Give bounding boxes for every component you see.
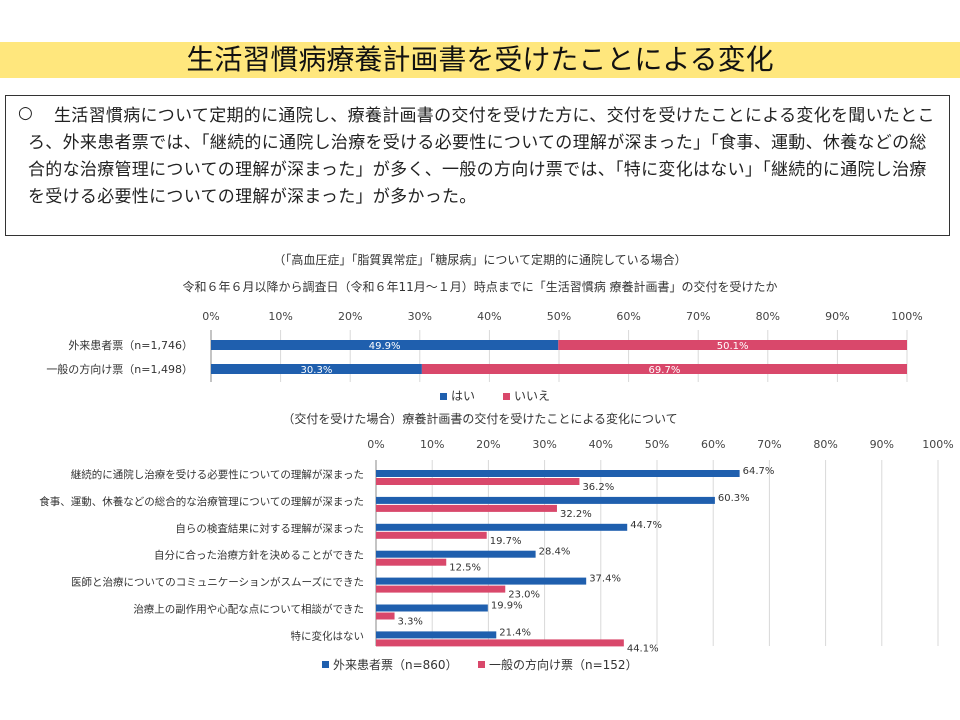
chart-2-tick-label: 30%	[532, 438, 556, 451]
chart-2-bar	[376, 504, 557, 512]
chart-2-tick-label: 50%	[645, 438, 669, 451]
chart-2-legend-swatch	[478, 661, 485, 668]
chart-2-data-label: 64.7%	[743, 466, 775, 477]
chart-2-data-label: 19.9%	[491, 601, 523, 612]
chart-2-category-label: 治療上の副作用や心配な点について相談ができた	[133, 603, 364, 616]
chart-1-legend-label: はい	[451, 389, 475, 403]
chart-2-legend-label: 外来患者票（n=860）	[333, 658, 458, 672]
chart-2-bar	[376, 631, 497, 639]
chart-2-bar	[376, 639, 624, 647]
chart-1-tick-label: 90%	[825, 310, 849, 323]
chart-2-tick-label: 60%	[701, 438, 725, 451]
chart-2-data-label: 3.3%	[398, 617, 423, 628]
chart-2-tick-label: 10%	[420, 438, 444, 451]
chart-1-tick-label: 30%	[408, 310, 432, 323]
chart-1-legend-label: いいえ	[514, 389, 550, 403]
summary-text: 生活習慣病について定期的に通院し、療養計画書の交付を受けた方に、交付を受けたこと…	[28, 106, 935, 207]
chart-2-data-label: 28.4%	[539, 547, 571, 558]
chart-2-tick-label: 90%	[870, 438, 894, 451]
chart-1-subtitle: （「高血圧症」「脂質異常症」「糖尿病」について定期的に通院している場合）	[273, 252, 686, 267]
chart-2-bar	[376, 585, 506, 593]
chart-1-bar	[211, 340, 559, 350]
chart-1-tick-label: 40%	[477, 310, 501, 323]
chart-2-bar	[376, 577, 587, 585]
chart-2-grouped: （交付を受けた場合）療養計画書の交付を受けたことによる変化について 0% 10% 20…	[39, 411, 953, 672]
chart-2-data-label: 37.4%	[589, 574, 621, 585]
chart-2-tick-label: 80%	[813, 438, 837, 451]
chart-2-category-label: 継続的に通院し治療を受ける必要性についての理解が深まった	[71, 468, 364, 481]
chart-2-bar	[376, 604, 488, 612]
chart-1-data-label: 50.1%	[717, 341, 749, 352]
chart-1-data-label: 69.7%	[649, 365, 681, 376]
chart-1-data-label: 49.9%	[369, 341, 401, 352]
page-title: 生活習慣病療養計画書を受けたことによる変化	[186, 43, 774, 76]
chart-2-bar	[376, 523, 628, 531]
chart-2-legend-label: 一般の方向け票（n=152）	[489, 657, 638, 672]
chart-1-bar	[558, 340, 907, 350]
chart-1-category-label: 一般の方向け票（n=1,498）	[46, 362, 193, 376]
chart-2-tick-label: 20%	[476, 438, 500, 451]
chart-2-data-label: 21.4%	[499, 627, 531, 638]
chart-2-data-label: 23.0%	[508, 590, 540, 601]
chart-2-data-label: 12.5%	[449, 563, 481, 574]
chart-2-bar	[376, 531, 487, 539]
title-bar: 生活習慣病療養計画書を受けたことによる変化	[0, 42, 960, 78]
chart-2-title: （交付を受けた場合）療養計画書の交付を受けたことによる変化について	[282, 411, 677, 426]
chart-1-tick-label: 80%	[756, 310, 780, 323]
chart-2-data-label: 44.1%	[627, 643, 659, 654]
chart-2-tick-label: 40%	[589, 438, 613, 451]
chart-2-tick-label: 70%	[757, 438, 781, 451]
chart-2-data-label: 36.2%	[582, 482, 614, 493]
chart-1-data-label: 30.3%	[301, 365, 333, 376]
chart-2-tick-label: 0%	[367, 438, 384, 451]
chart-2-category-label: 特に変化はない	[291, 629, 365, 642]
chart-2-bar	[376, 612, 395, 620]
chart-1-tick-label: 20%	[338, 310, 362, 323]
chart-1-bar	[421, 364, 907, 374]
chart-2-bar	[376, 470, 740, 477]
chart-2-data-label: 19.7%	[490, 536, 522, 547]
charts-svg: （「高血圧症」「脂質異常症」「糖尿病」について定期的に通院している場合） 令和６年…	[39, 252, 953, 672]
summary-box: ○ 生活習慣病について定期的に通院し、療養計画書の交付を受けた方に、交付を受けた…	[5, 95, 950, 236]
chart-1-category-label: 外来患者票（n=1,746）	[68, 339, 193, 352]
chart-1-tick-label: 70%	[686, 310, 710, 323]
chart-2-category-label: 食事、運動、休養などの総合的な治療管理についての理解が深まった	[39, 495, 364, 508]
chart-1-tick-label: 10%	[268, 310, 292, 323]
chart-2-category-label: 医師と治療についてのコミュニケーションがスムーズにできた	[71, 576, 364, 589]
chart-2-category-label: 自らの検査結果に対する理解が深まった	[175, 522, 364, 535]
chart-1-legend-swatch	[503, 393, 510, 400]
chart-2-data-label: 44.7%	[630, 520, 662, 531]
chart-2-data-label: 60.3%	[718, 493, 750, 504]
summary-bullet: ○	[18, 103, 33, 123]
chart-1-bar	[211, 364, 422, 374]
chart-1-legend-swatch	[440, 393, 447, 400]
chart-2-bar	[376, 496, 715, 504]
chart-2-bar	[376, 550, 536, 558]
chart-2-tick-label: 100%	[922, 438, 953, 451]
chart-2-bar	[376, 558, 447, 566]
chart-1-tick-label: 100%	[891, 310, 922, 323]
chart-2-bar	[376, 478, 580, 485]
chart-1-stacked: （「高血圧症」「脂質異常症」「糖尿病」について定期的に通院している場合） 令和６年…	[46, 252, 922, 403]
chart-2-data-label: 32.2%	[560, 509, 592, 520]
chart-1-tick-label: 60%	[616, 310, 640, 323]
chart-1-tick-label: 50%	[547, 310, 571, 323]
chart-1-title: 令和６年６月以降から調査日（令和６年11月～１月）時点までに「生活習慣病 療養計…	[182, 279, 777, 294]
chart-1-tick-label: 0%	[202, 310, 219, 323]
chart-2-category-label: 自分に合った治療方針を決めることができた	[154, 549, 364, 562]
chart-2-legend-swatch	[322, 661, 329, 668]
